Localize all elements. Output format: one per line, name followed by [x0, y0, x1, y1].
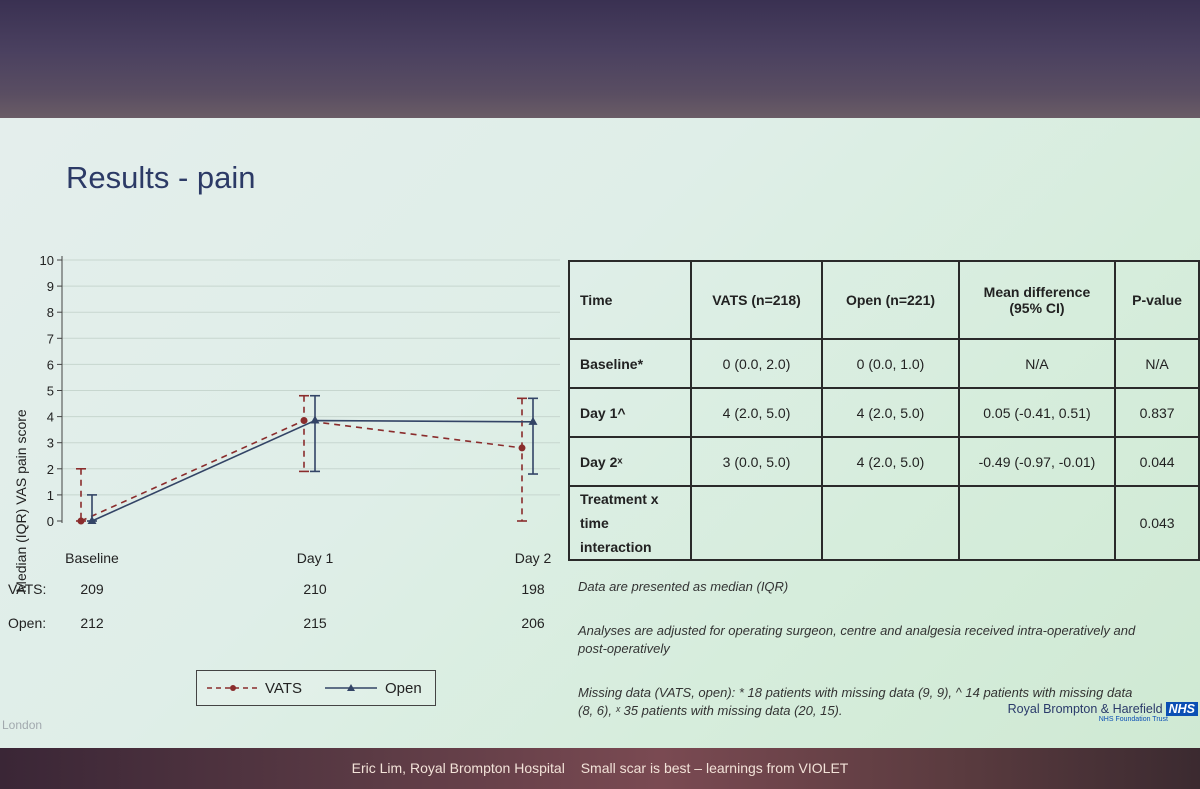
table-header-cell: Mean difference (95% CI) — [957, 260, 1117, 340]
y-axis-label: Median (IQR) VAS pain score — [13, 409, 29, 593]
table-cell — [957, 485, 1117, 561]
table-row: Treatment x time interaction 0.043 — [568, 485, 1200, 561]
count-row-label: VATS: — [8, 581, 46, 597]
y-tick-label: 2 — [47, 462, 54, 477]
legend-open-marker — [347, 684, 355, 691]
data-point-vats — [518, 444, 526, 452]
y-tick-label: 10 — [40, 253, 54, 268]
y-tick-label: 0 — [47, 514, 54, 529]
table-cell: 0 (0.0, 1.0) — [821, 338, 960, 389]
count-row-label: Open: — [8, 615, 46, 631]
table-cell: 0.05 (-0.41, 0.51) — [957, 387, 1117, 438]
y-tick-label: 3 — [47, 436, 54, 451]
table-cell: -0.49 (-0.97, -0.01) — [957, 436, 1117, 487]
presentation-slide: Results - pain 0 1 2 3 4 5 6 7 8 9 10 Baseline Day 1… — [0, 118, 1200, 748]
table-cell: 0 (0.0, 2.0) — [689, 338, 824, 389]
data-point-open — [310, 415, 320, 424]
results-table: Time VATS (n=218) Open (n=221) Mean diff… — [568, 260, 1200, 561]
room-background-bottom — [0, 748, 1200, 789]
table-header-row: Time VATS (n=218) Open (n=221) Mean diff… — [568, 260, 1200, 340]
y-tick-label: 8 — [47, 305, 54, 320]
table-cell: 4 (2.0, 5.0) — [821, 436, 960, 487]
y-tick-label: 6 — [47, 357, 54, 372]
y-tick-label: 7 — [47, 331, 54, 346]
note-missing: Missing data (VATS, open): * 18 patients… — [578, 685, 1133, 718]
nhs-logo-badge: NHS — [1165, 702, 1198, 716]
y-tick-label: 4 — [47, 410, 54, 425]
footer-talk: Small scar is best – learnings from VIOL… — [580, 760, 849, 776]
room-background-top — [0, 0, 1200, 118]
table-header-cell: VATS (n=218) — [689, 260, 824, 340]
table-cell: N/A — [1114, 338, 1200, 389]
count-value: 198 — [521, 581, 545, 597]
note-presented: Data are presented as median (IQR) — [578, 579, 789, 594]
footer-presenter: Eric Lim, Royal Brompton Hospital — [351, 760, 565, 776]
slide-title: Results - pain — [66, 160, 256, 195]
count-value: 215 — [303, 615, 327, 631]
trust-subtitle: NHS Foundation Trust — [1098, 716, 1168, 723]
corner-logo-text: London — [2, 718, 43, 732]
y-tick-label: 1 — [47, 488, 54, 503]
chart-legend: VATS Open — [196, 670, 436, 706]
note-adjusted: Analyses are adjusted for operating surg… — [578, 623, 1136, 656]
table-cell: 3 (0.0, 5.0) — [689, 436, 824, 487]
table-header-cell: P-value — [1114, 260, 1200, 340]
legend-vats-label: VATS — [265, 680, 302, 697]
y-tick-label: 5 — [47, 384, 54, 399]
slide-footer: Eric Lim, Royal Brompton Hospital Small … — [0, 748, 1200, 789]
table-header-cell: Time — [568, 260, 692, 340]
table-cell: 0.044 — [1114, 436, 1200, 487]
table-cell: 4 (2.0, 5.0) — [689, 387, 824, 438]
y-tick-label: 9 — [47, 279, 54, 294]
data-point-open — [528, 416, 538, 425]
count-value: 206 — [521, 615, 545, 631]
data-point-vats — [300, 417, 308, 425]
table-cell: Baseline* — [568, 338, 692, 389]
table-cell — [689, 485, 824, 561]
table-cell — [821, 485, 960, 561]
table-row: Day 1^ 4 (2.0, 5.0) 4 (2.0, 5.0) 0.05 (-… — [568, 387, 1200, 438]
table-cell: 0.043 — [1114, 485, 1200, 561]
table-cell: N/A — [957, 338, 1117, 389]
trust-name: Royal Brompton & Harefield — [1007, 702, 1163, 716]
data-point-vats — [77, 517, 85, 525]
table-cell: 0.837 — [1114, 387, 1200, 438]
legend-open-label: Open — [385, 680, 422, 697]
table-cell: Day 1^ — [568, 387, 692, 438]
x-tick-label: Day 1 — [297, 550, 334, 566]
table-header-cell: Open (n=221) — [821, 260, 960, 340]
legend-vats-marker — [230, 685, 236, 691]
x-tick-label: Baseline — [65, 550, 119, 566]
table-cell: 4 (2.0, 5.0) — [821, 387, 960, 438]
count-value: 210 — [303, 581, 327, 597]
nhs-trust-logo: Royal Brompton & Harefield NHS NHS Founda… — [1008, 702, 1198, 723]
table-cell: Day 2ˣ — [568, 436, 692, 487]
table-row: Day 2ˣ 3 (0.0, 5.0) 4 (2.0, 5.0) -0.49 (… — [568, 436, 1200, 487]
data-point-open — [87, 516, 97, 524]
x-tick-label: Day 2 — [515, 550, 552, 566]
count-value: 212 — [80, 615, 104, 631]
table-row: Baseline* 0 (0.0, 2.0) 0 (0.0, 1.0) N/A … — [568, 338, 1200, 389]
count-value: 209 — [80, 581, 104, 597]
table-cell: Treatment x time interaction — [568, 485, 692, 561]
pain-score-chart: 0 1 2 3 4 5 6 7 8 9 10 Baseline Day 1 Day 2 VATS: 209 2… — [8, 253, 560, 631]
